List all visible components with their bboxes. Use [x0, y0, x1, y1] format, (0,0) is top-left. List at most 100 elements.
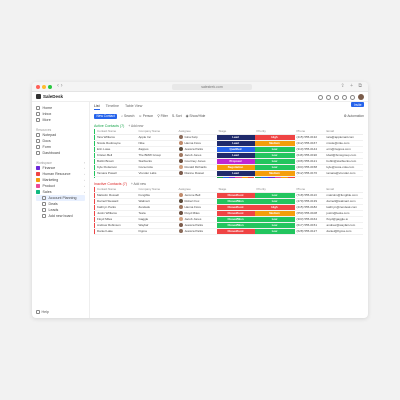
- contact-name[interactable]: Andrew Robinson: [94, 222, 137, 229]
- new-contact-button[interactable]: New Contact: [94, 113, 118, 119]
- contact-name[interactable]: Malcolm Russell: [94, 192, 137, 199]
- workspace-finance[interactable]: Finance ›: [36, 165, 85, 171]
- stage-badge[interactable]: Lead: [216, 134, 255, 141]
- stage-badge[interactable]: Closed/Won: [216, 198, 255, 205]
- table-row[interactable]: Nicole Redmayne Nike Hanna Fiore Lead Medium…: [94, 140, 363, 147]
- email[interactable]: tara@applemail.com: [324, 134, 363, 141]
- chevron-icon[interactable]: ›: [84, 166, 85, 170]
- contact-name[interactable]: Tara Williams: [94, 134, 137, 141]
- sales-board-deals[interactable]: Deals: [36, 201, 85, 207]
- table-row[interactable]: Bobbi Brown Starbucks Courtney Jones Propos…: [94, 158, 363, 165]
- column-header[interactable]: Company Name: [136, 129, 177, 135]
- stage-badge[interactable]: Closed/Lost: [216, 192, 255, 199]
- priority-badge[interactable]: Low: [254, 152, 295, 159]
- table-row[interactable]: Darnell Steward Walmart Robert Fox Closed/W…: [94, 198, 363, 205]
- contact-name[interactable]: Justin Williams: [94, 210, 137, 217]
- maximize-window-button[interactable]: [48, 85, 52, 89]
- stage-badge[interactable]: Proposal: [216, 158, 255, 165]
- sidebar-item-more[interactable]: More: [36, 117, 85, 123]
- column-header[interactable]: Email: [324, 129, 363, 135]
- assignee-cell[interactable]: Ronald Richards: [176, 164, 217, 171]
- add-row-button[interactable]: + Add new: [128, 124, 144, 128]
- user-icon[interactable]: [334, 94, 339, 100]
- contact-name[interactable]: Floyd Miles: [94, 216, 137, 223]
- priority-badge[interactable]: High: [254, 134, 295, 141]
- group-title[interactable]: Inactive Contacts (7): [94, 182, 127, 187]
- priority-badge[interactable]: Low: [254, 198, 295, 205]
- email[interactable]: darnell@walmart.com: [324, 198, 363, 205]
- stage-badge[interactable]: Lead: [216, 152, 255, 159]
- sales-board-account-planning[interactable]: Account Planning: [36, 195, 85, 201]
- priority-badge[interactable]: High: [254, 204, 295, 211]
- assignee-cell[interactable]: Jessica Parks: [176, 222, 217, 229]
- stage-badge[interactable]: Closed/Lost: [216, 228, 255, 235]
- contact-name[interactable]: Kristen Bell: [94, 152, 137, 159]
- table-row[interactable]: Tamara Powell Vrender Labs Dianne Russel Le…: [94, 170, 363, 177]
- table-row[interactable]: Kristen Bell The BMW Group Jacob Jones Lead…: [94, 152, 363, 159]
- email[interactable]: erin@zappos.com: [324, 146, 363, 153]
- contact-name[interactable]: Erin Lowe: [94, 146, 137, 153]
- contact-name[interactable]: Kyle Flotterson: [94, 164, 137, 171]
- chevron-icon[interactable]: ›: [84, 190, 85, 194]
- stage-badge[interactable]: Closed/Lost: [216, 204, 255, 211]
- priority-badge[interactable]: Low: [254, 222, 295, 229]
- close-window-button[interactable]: [36, 85, 40, 89]
- table-row[interactable]: Floyd Miles Gaggle Jacob Jones Closed/Won Lo…: [94, 216, 363, 223]
- assignee-cell[interactable]: Jessica Parks: [176, 146, 217, 153]
- assignee-cell[interactable]: Jacob Jones: [176, 216, 217, 223]
- sidebar-item-form[interactable]: Form: [36, 144, 85, 150]
- email[interactable]: nicole@nike.com: [324, 140, 363, 147]
- tab-timeline[interactable]: Timeline: [105, 104, 120, 108]
- minimize-window-button[interactable]: [42, 85, 46, 89]
- stage-badge[interactable]: Lead: [216, 170, 255, 177]
- chevron-icon[interactable]: ›: [84, 172, 85, 176]
- stage-badge[interactable]: Qualified: [216, 146, 255, 153]
- table-row[interactable]: Kyle Flotterson Coca-Cola Ronald Richards N…: [94, 164, 363, 171]
- assignee-cell[interactable]: Dianne Russel: [176, 170, 217, 177]
- email[interactable]: daniel@figma.com: [324, 228, 363, 235]
- contact-name[interactable]: Kathryn Parks: [94, 204, 137, 211]
- column-header[interactable]: Contact Name: [94, 129, 137, 135]
- priority-badge[interactable]: Medium: [254, 140, 295, 147]
- stage-badge[interactable]: Closed/Won: [216, 216, 255, 223]
- collapse-icon[interactable]: ‹: [83, 160, 85, 165]
- chevron-icon[interactable]: ›: [84, 184, 85, 188]
- workspace-sales[interactable]: Sales ›: [36, 189, 85, 195]
- sidebar-item-notepad[interactable]: Notepad: [36, 132, 85, 138]
- sidebar-item-dashboard[interactable]: Dashboard: [36, 150, 85, 156]
- column-header[interactable]: Email: [324, 187, 363, 193]
- sales-board-leads[interactable]: Leads: [36, 207, 85, 213]
- priority-badge[interactable]: Low: [254, 192, 295, 199]
- show-hide-button[interactable]: ◉ Show/Hide: [185, 114, 206, 118]
- column-header[interactable]: Contact Name: [94, 187, 137, 193]
- column-header[interactable]: Phone: [294, 129, 325, 135]
- priority-badge[interactable]: Low: [254, 164, 295, 171]
- avatar[interactable]: [358, 94, 364, 100]
- assignee-cell[interactable]: Gina Kelp: [176, 134, 217, 141]
- column-header[interactable]: Assignee: [176, 129, 217, 135]
- table-row[interactable]: Justin Williams Tesla Floyd Miles Closed/Lo…: [94, 210, 363, 217]
- url-bar[interactable]: salestrek.com: [172, 84, 252, 90]
- help-icon[interactable]: [350, 94, 355, 100]
- search-button[interactable]: ⌕ Search: [121, 114, 135, 118]
- notification-icon[interactable]: [326, 94, 331, 100]
- email[interactable]: floyd@gaggle.io: [324, 216, 363, 223]
- priority-badge[interactable]: Low: [254, 146, 295, 153]
- email[interactable]: kathryn@zendesk.com: [324, 204, 363, 211]
- help-button[interactable]: Help: [36, 310, 49, 314]
- priority-badge[interactable]: Low: [254, 216, 295, 223]
- column-header[interactable]: Priority: [254, 187, 295, 193]
- stage-badge[interactable]: Closed/Lost: [216, 210, 255, 217]
- automation-button[interactable]: ⚙ Automation: [343, 114, 364, 118]
- browser-actions-icon[interactable]: ⇪ + ⧉: [340, 83, 364, 89]
- assignee-cell[interactable]: Jessica Parks: [176, 228, 217, 235]
- sidebar-item-home[interactable]: Home: [36, 105, 85, 111]
- filter-button[interactable]: ⚲ Filter: [157, 114, 168, 118]
- email[interactable]: bobbi@starbucks.com: [324, 158, 363, 165]
- assignee-cell[interactable]: Robert Fox: [176, 198, 217, 205]
- chevron-icon[interactable]: ›: [84, 178, 85, 182]
- calendar-icon[interactable]: [318, 94, 323, 100]
- stage-badge[interactable]: Negotiation: [216, 164, 255, 171]
- assignee-cell[interactable]: Jacob Jones: [176, 152, 217, 159]
- email[interactable]: justin@tesla.com: [324, 210, 363, 217]
